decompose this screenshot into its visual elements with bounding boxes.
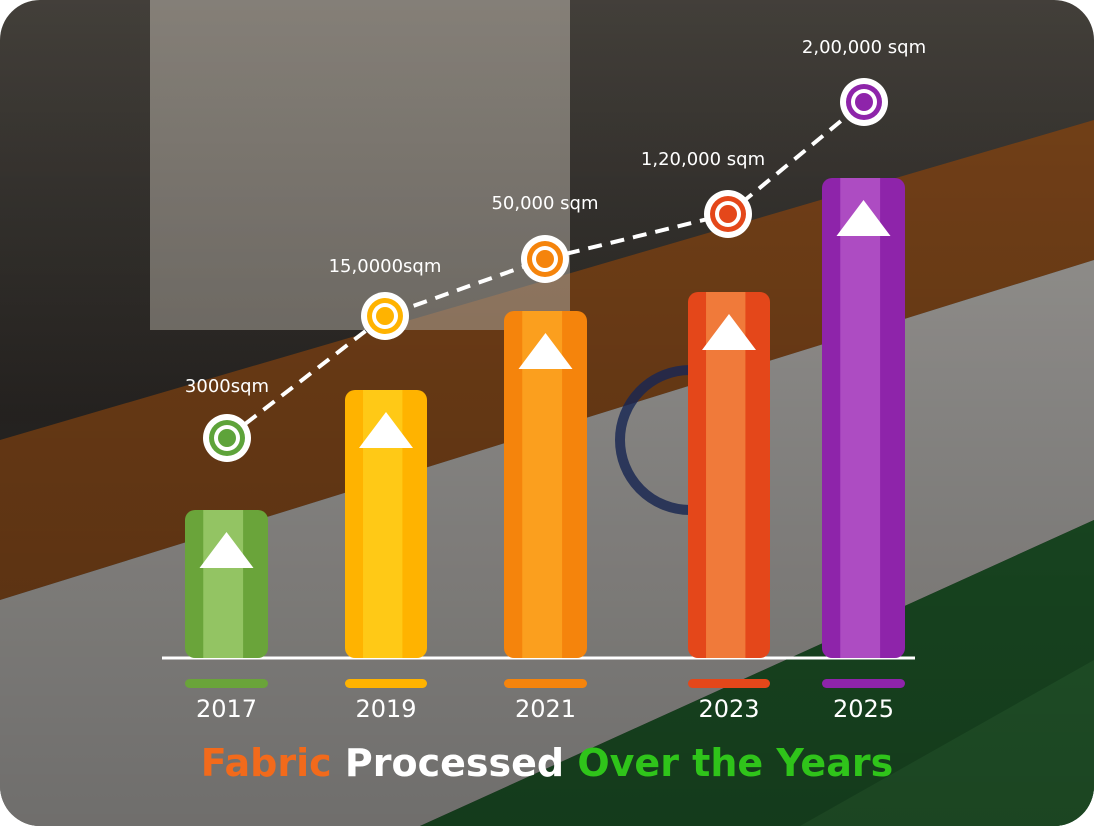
title: Fabric Processed Over the Years [201, 741, 893, 785]
value-label: 3000sqm [185, 376, 269, 397]
arrow-icon [518, 333, 573, 369]
marker-core [218, 429, 236, 447]
year-label: 2023 [698, 695, 759, 723]
arrow-icon [702, 314, 756, 350]
value-label: 2,00,000 sqm [802, 37, 926, 58]
value-label: 50,000 sqm [491, 193, 598, 214]
year-pill [185, 679, 268, 688]
arrow-icon [199, 532, 254, 568]
title-part: Fabric [201, 741, 332, 785]
year-label: 2019 [355, 695, 416, 723]
arrow-icon [359, 412, 413, 448]
value-label: 15,0000sqm [329, 256, 442, 277]
marker-core [855, 93, 873, 111]
year-label: 2017 [196, 695, 257, 723]
year-label: 2025 [833, 695, 894, 723]
marker-core [719, 205, 737, 223]
marker-core [536, 250, 554, 268]
year-label: 2021 [515, 695, 576, 723]
year-pill [504, 679, 587, 688]
bar-highlight [840, 178, 881, 658]
title-part: Processed [345, 741, 564, 785]
bar-highlight [706, 292, 746, 658]
value-label: 1,20,000 sqm [641, 149, 765, 170]
year-pill [822, 679, 905, 688]
marker-core [376, 307, 394, 325]
year-pill [688, 679, 770, 688]
arrow-icon [836, 200, 891, 236]
bar-highlight [203, 510, 244, 658]
year-pill [345, 679, 427, 688]
title-part: Over the Years [577, 741, 893, 785]
